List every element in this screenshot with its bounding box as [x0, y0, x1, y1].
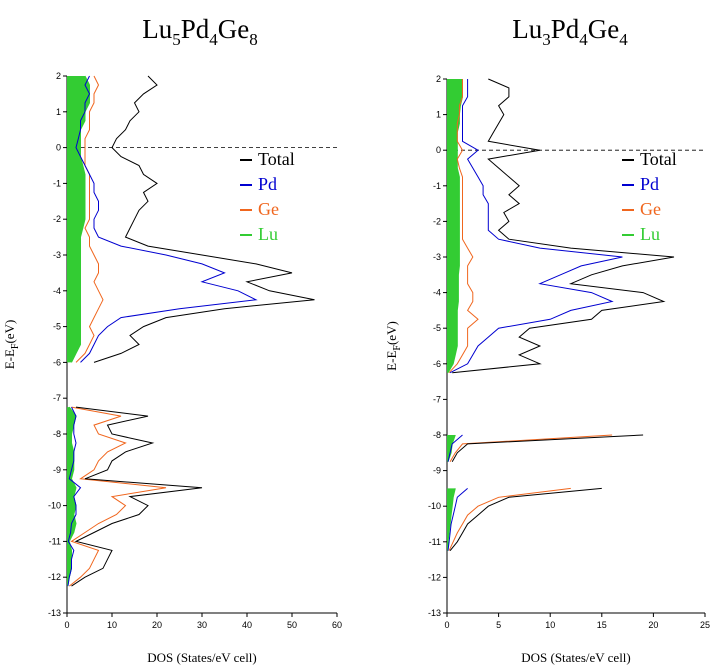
y-tick-label: -8 — [433, 430, 441, 440]
title-subscript: 3 — [542, 30, 551, 49]
dos-line — [448, 79, 613, 551]
y-tick-label: -12 — [428, 572, 441, 582]
title-subscript: 5 — [172, 30, 181, 49]
chart-title: Lu5Pd4Ge8 — [142, 14, 258, 49]
y-tick-label: -9 — [53, 465, 61, 475]
x-tick-label: 5 — [496, 620, 501, 630]
y-tick-label: -1 — [433, 181, 441, 191]
y-label-part: E-E — [2, 349, 17, 369]
y-label-part: (eV) — [384, 321, 399, 345]
x-axis-label: DOS (States/eV cell) — [147, 650, 257, 665]
x-tick-label: 25 — [700, 620, 710, 630]
x-tick-label: 0 — [64, 620, 69, 630]
title-subscript: 4 — [579, 30, 588, 49]
legend-label: Total — [640, 149, 677, 169]
y-tick-label: 0 — [56, 143, 61, 153]
y-tick-label: -12 — [48, 572, 61, 582]
x-tick-label: 30 — [197, 620, 207, 630]
y-tick-label: -2 — [433, 216, 441, 226]
legend-label: Lu — [258, 224, 278, 244]
y-tick-label: -1 — [53, 178, 61, 188]
dos-line — [68, 75, 167, 587]
y-tick-label: -11 — [429, 537, 441, 547]
y-tick-label: 0 — [436, 145, 441, 155]
y-tick-label: -3 — [53, 250, 61, 260]
y-tick-label: -6 — [53, 357, 61, 367]
x-tick-label: 60 — [332, 620, 342, 630]
y-tick-label: -8 — [53, 429, 61, 439]
dos-line — [67, 75, 258, 587]
y-tick-label: -7 — [53, 393, 61, 403]
y-tick-label: -10 — [48, 501, 61, 511]
y-label-subscript: F — [392, 345, 403, 351]
y-tick-label: -10 — [428, 501, 441, 511]
legend-label: Pd — [640, 174, 659, 194]
y-tick-label: -7 — [433, 394, 441, 404]
legend-label: Ge — [258, 199, 279, 219]
x-tick-label: 20 — [648, 620, 658, 630]
y-tick-label: -4 — [433, 288, 441, 298]
dos-area — [67, 76, 90, 587]
legend-label: Ge — [640, 199, 661, 219]
x-axis-label: DOS (States/eV cell) — [521, 650, 631, 665]
y-tick-label: -5 — [433, 323, 441, 333]
title-part: Ge — [218, 14, 249, 44]
y-tick-label: -9 — [433, 466, 441, 476]
y-axis-label: E-EF(eV) — [2, 320, 21, 370]
x-tick-label: 10 — [545, 620, 555, 630]
title-subscript: 8 — [249, 30, 258, 49]
y-tick-label: 1 — [436, 110, 441, 120]
y-tick-label: 2 — [436, 74, 441, 84]
x-tick-label: 0 — [444, 620, 449, 630]
title-part: Pd — [181, 14, 210, 44]
y-label-part: (eV) — [2, 320, 17, 344]
dos-line — [71, 75, 315, 587]
x-tick-label: 15 — [597, 620, 607, 630]
legend-label: Pd — [258, 174, 277, 194]
y-tick-label: -6 — [433, 359, 441, 369]
x-tick-label: 40 — [242, 620, 252, 630]
y-tick-label: 2 — [56, 71, 61, 81]
y-tick-label: 1 — [56, 107, 61, 117]
y-tick-label: -13 — [428, 608, 441, 618]
dos-line — [447, 79, 623, 551]
title-part: Lu — [512, 14, 542, 44]
y-tick-label: -2 — [53, 214, 61, 224]
legend-label: Total — [258, 149, 295, 169]
title-subscript: 4 — [619, 30, 628, 49]
chart-title: Lu3Pd4Ge4 — [512, 14, 628, 49]
y-tick-label: -3 — [433, 252, 441, 262]
y-tick-label: -5 — [53, 322, 61, 332]
dos-area — [447, 79, 463, 551]
x-tick-label: 50 — [287, 620, 297, 630]
title-part: Pd — [551, 14, 580, 44]
y-label-subscript: F — [10, 343, 21, 349]
y-tick-label: -11 — [49, 536, 61, 546]
y-tick-label: -13 — [48, 608, 61, 618]
title-part: Ge — [588, 14, 619, 44]
y-label-part: E-E — [384, 351, 399, 371]
y-axis-label: E-EF(eV) — [384, 321, 403, 371]
legend-label: Lu — [640, 224, 660, 244]
title-subscript: 4 — [209, 30, 218, 49]
y-tick-label: -4 — [53, 286, 61, 296]
x-tick-label: 20 — [152, 620, 162, 630]
dos-line — [449, 78, 675, 552]
title-part: Lu — [142, 14, 172, 44]
x-tick-label: 10 — [107, 620, 117, 630]
